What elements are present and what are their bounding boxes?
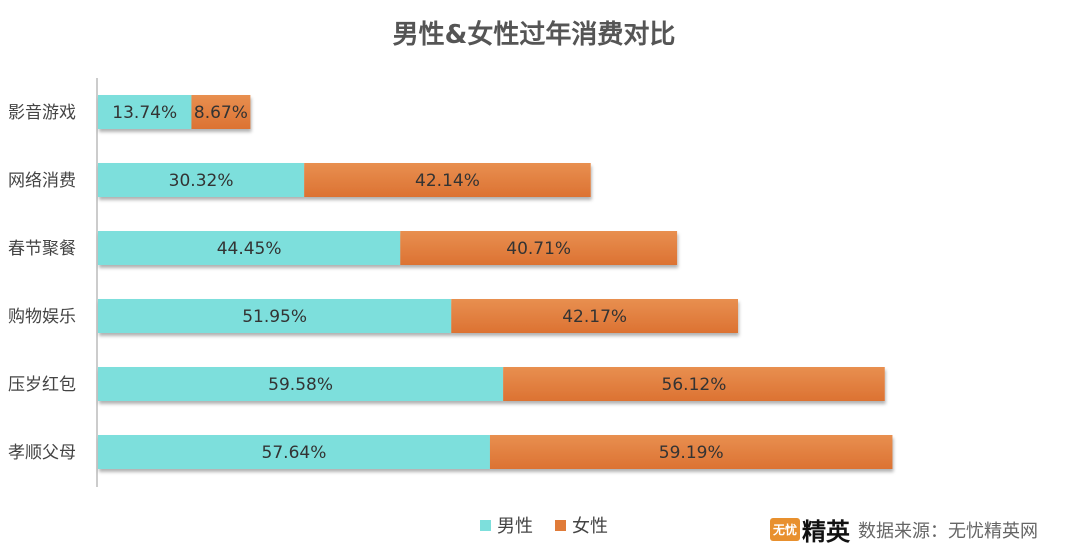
category-label: 网络消费 xyxy=(8,171,76,191)
source-text: 数据来源：无忧精英网 xyxy=(858,520,1039,542)
legend-item-female: 女性 xyxy=(555,512,608,538)
legend: 男性 女性 xyxy=(480,512,608,538)
bar-female xyxy=(451,299,739,333)
bar-female xyxy=(400,231,678,265)
bar-group xyxy=(98,435,893,469)
legend-item-male: 男性 xyxy=(480,512,533,538)
legend-label-female: 女性 xyxy=(572,516,608,537)
legend-swatch-female xyxy=(555,519,566,531)
category-label: 春节聚餐 xyxy=(8,239,76,259)
bar-group xyxy=(98,163,591,197)
chart-title: 男性&女性过年消费对比 xyxy=(392,20,676,50)
bar-group xyxy=(98,231,678,265)
data-label-male: 30.32% xyxy=(169,171,234,191)
data-label-female: 40.71% xyxy=(506,239,571,259)
data-label-male: 59.58% xyxy=(268,375,333,395)
legend-label-male: 男性 xyxy=(497,516,533,537)
bar-male xyxy=(98,435,490,469)
data-label-male: 51.95% xyxy=(242,307,307,327)
bar-group xyxy=(98,367,885,401)
category-label: 影音游戏 xyxy=(8,103,76,123)
bar-chart: 影音游戏 13.74% 8.67% 网络消费 30.32% 42.14% 春节聚餐 44.45… xyxy=(8,78,893,487)
bar-male xyxy=(98,163,305,197)
bar-group xyxy=(98,95,251,129)
bar-female xyxy=(503,367,885,401)
data-source: 无忧 精英 数据来源：无忧精英网 xyxy=(770,512,1038,547)
bar-male xyxy=(98,95,192,129)
data-label-male: 44.45% xyxy=(217,239,282,259)
data-label-female: 59.19% xyxy=(659,443,724,463)
bar-female xyxy=(191,95,251,129)
bar-male xyxy=(98,231,401,265)
bar-female xyxy=(489,435,893,469)
bar-male xyxy=(98,299,452,333)
bar-female xyxy=(304,163,591,197)
data-label-male: 13.74% xyxy=(112,103,177,123)
category-label: 购物娱乐 xyxy=(8,307,76,327)
bar-group xyxy=(98,299,739,333)
category-label: 压岁红包 xyxy=(8,375,76,395)
data-label-female: 56.12% xyxy=(662,375,727,395)
data-label-male: 57.64% xyxy=(262,443,327,463)
wuyou-logo: 无忧 精英 xyxy=(770,512,850,547)
legend-swatch-male xyxy=(480,519,491,531)
bar-male xyxy=(98,367,504,401)
data-label-female: 42.17% xyxy=(562,307,627,327)
category-label: 孝顺父母 xyxy=(8,443,76,463)
data-label-female: 42.14% xyxy=(415,171,480,191)
data-label-female: 8.67% xyxy=(194,103,248,123)
